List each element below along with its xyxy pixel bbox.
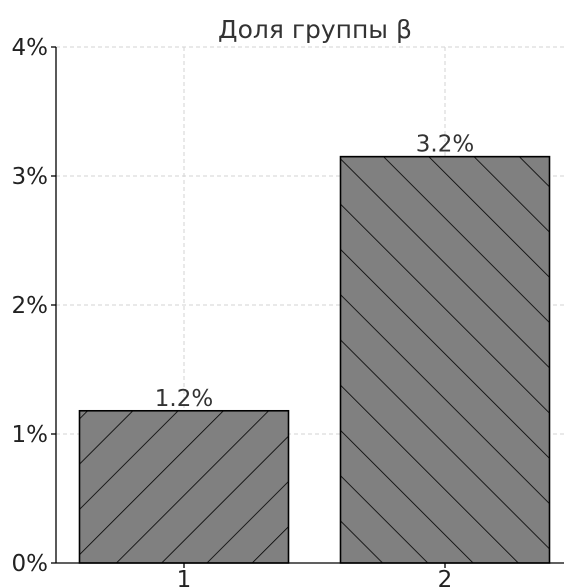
y-tick-label: 2% — [12, 293, 49, 319]
bar-2 — [341, 157, 550, 563]
y-tick-label: 1% — [12, 422, 49, 448]
y-tick-label: 3% — [12, 164, 49, 190]
chart-title: Доля группы β — [218, 15, 412, 44]
x-tick-label: 2 — [438, 567, 453, 588]
data-label-2: 3.2% — [416, 132, 474, 158]
bar-1 — [80, 411, 289, 563]
y-tick-label: 0% — [12, 551, 49, 577]
y-tick-label: 4% — [12, 35, 49, 61]
bars — [80, 157, 550, 563]
x-tick-label: 1 — [177, 567, 192, 588]
data-label-1: 1.2% — [155, 386, 213, 412]
